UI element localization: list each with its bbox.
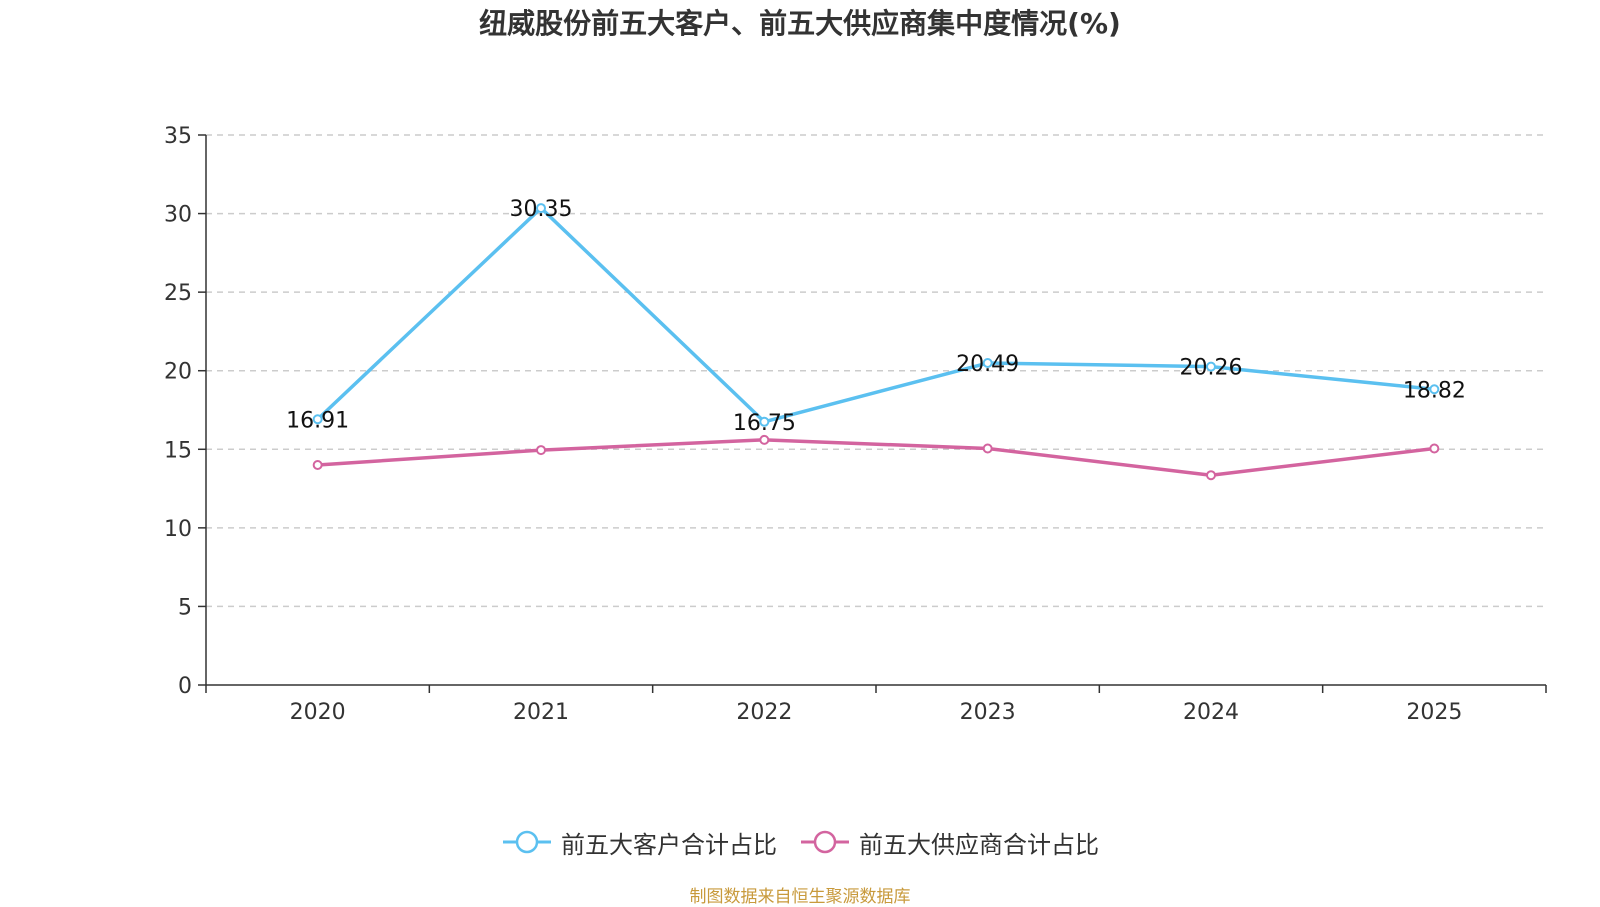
data-point — [982, 358, 993, 369]
y-tick-label: 20 — [164, 360, 192, 385]
data-point — [1429, 443, 1440, 454]
y-tick-label: 30 — [164, 203, 192, 228]
data-point — [312, 414, 323, 425]
y-tick-label: 15 — [164, 438, 192, 463]
data-point — [536, 203, 546, 214]
y-tick-label: 25 — [164, 281, 192, 306]
data-label: 30.35 — [510, 197, 573, 222]
x-tick-label: 2025 — [1406, 700, 1462, 725]
legend: 前五大客户合计占比 前五大供应商合计占比 — [0, 820, 1600, 864]
y-tick-label: 35 — [164, 124, 192, 149]
data-point — [536, 445, 546, 456]
source-note: 制图数据来自恒生聚源数据库 — [689, 887, 911, 907]
legend-line-circle-icon — [801, 830, 849, 854]
legend-item-customers[interactable]: 前五大客户合计占比 — [501, 825, 777, 860]
label-layer: 16.91 30.35 16.75 20.49 20.26 18.82 — [286, 197, 1466, 436]
legend-label-customers: 前五大客户合计占比 — [561, 830, 777, 859]
data-point — [1206, 470, 1216, 481]
x-tick-label: 2021 — [513, 700, 569, 725]
y-tick-label: 5 — [178, 595, 192, 620]
grid-layer — [206, 134, 1546, 608]
legend-item-suppliers[interactable]: 前五大供应商合计占比 — [799, 825, 1099, 860]
data-point — [759, 434, 770, 445]
data-point — [312, 460, 323, 470]
series-layer — [312, 203, 1440, 481]
series-line-1 — [317, 438, 1435, 477]
y-tick-label: 10 — [164, 517, 192, 542]
x-tick-label: 2024 — [1183, 700, 1239, 725]
data-label: 18.82 — [1403, 378, 1466, 403]
data-label: 16.91 — [286, 408, 349, 433]
data-point — [982, 443, 993, 454]
data-label: 16.75 — [733, 411, 796, 436]
x-tick-label: 2023 — [960, 700, 1016, 725]
data-point — [1429, 384, 1440, 395]
series-line-0 — [316, 206, 1435, 424]
x-tick-label: 2022 — [736, 700, 792, 725]
data-point — [1206, 361, 1216, 372]
legend-label-suppliers: 前五大供应商合计占比 — [859, 830, 1099, 859]
y-tick-label: 0 — [178, 674, 192, 699]
chart-title: 纽威股份前五大客户、前五大供应商集中度情况(%) — [479, 7, 1121, 40]
legend-line-circle-icon — [503, 830, 551, 854]
data-label: 20.26 — [1180, 356, 1243, 381]
data-point — [759, 416, 770, 427]
data-label: 20.49 — [956, 352, 1019, 377]
x-tick-label: 2020 — [290, 700, 346, 725]
